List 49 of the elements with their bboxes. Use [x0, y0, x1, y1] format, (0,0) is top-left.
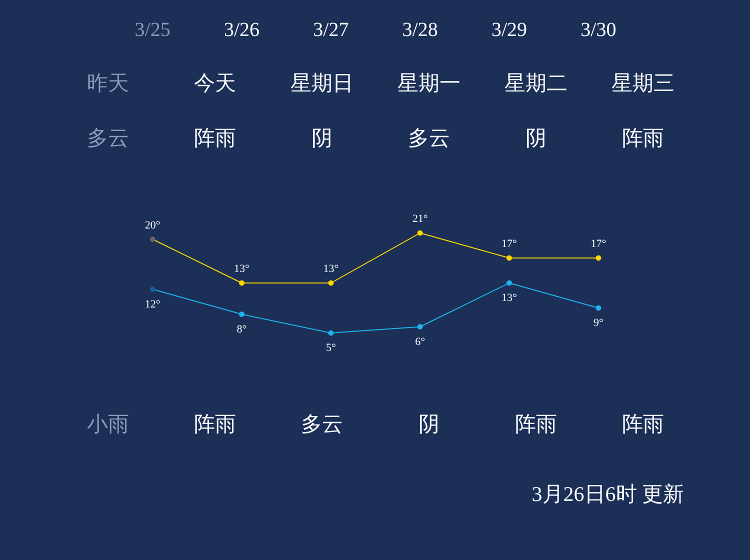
point: [596, 255, 602, 261]
point: [239, 280, 244, 286]
point: [506, 255, 512, 261]
data-label: 17°: [590, 238, 606, 250]
data-label: 12°: [144, 298, 160, 310]
text: 多云: [301, 412, 343, 436]
point: [417, 230, 423, 236]
text: 阴: [526, 126, 546, 150]
data-label: 20°: [144, 219, 160, 232]
point: [150, 236, 156, 242]
data-label: 6°: [415, 336, 426, 348]
text: 今天: [194, 71, 236, 95]
text: 星期三: [612, 71, 674, 95]
point: [239, 312, 244, 317]
data-label: 8°: [236, 323, 247, 336]
text: 阵雨: [194, 126, 236, 150]
data-label: 5°: [326, 342, 336, 354]
point: [596, 305, 602, 311]
text: 阵雨: [194, 412, 236, 436]
text: 阵雨: [622, 412, 664, 436]
x-tick-label: 3/28: [402, 19, 438, 41]
text: 阴: [312, 126, 332, 150]
x-tick-label: 3/27: [313, 19, 349, 41]
data-label: 9°: [593, 317, 604, 329]
text: 星期二: [504, 71, 568, 95]
data-label: 13°: [234, 263, 250, 275]
data-label: 13°: [502, 292, 517, 304]
text: 昨天: [87, 71, 129, 95]
text: 多云: [408, 126, 450, 150]
data-label: 17°: [502, 238, 517, 250]
text: 星期日: [290, 71, 354, 95]
point: [328, 330, 334, 336]
x-tick-label: 3/29: [491, 19, 528, 41]
point: [506, 280, 512, 286]
text: 星期一: [398, 71, 460, 95]
x-tick-label: 3/26: [224, 19, 260, 41]
data-label: 21°: [412, 213, 428, 225]
x-tick-label: 3/30: [580, 19, 616, 41]
text: 阵雨: [515, 412, 557, 436]
text: 多云: [87, 126, 129, 150]
text: 小雨: [87, 412, 129, 436]
point: [417, 324, 423, 330]
point: [150, 286, 156, 292]
x-tick-label: 3/25: [134, 19, 170, 41]
text: 阴: [418, 412, 440, 436]
data-label: 13°: [323, 263, 339, 275]
point: [328, 280, 334, 286]
text: 阵雨: [622, 126, 664, 150]
text: 3月26日6时 更新: [532, 482, 684, 506]
